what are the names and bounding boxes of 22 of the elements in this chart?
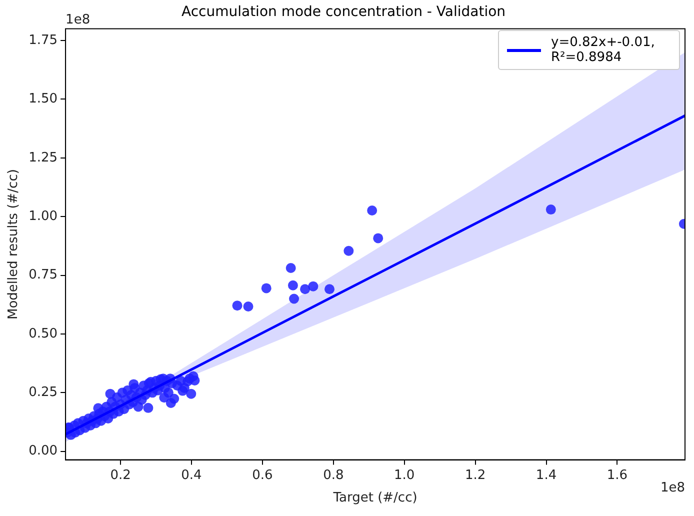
x-tick-label: 1.4 [536, 468, 557, 483]
chart-title: Accumulation mode concentration - Validation [181, 4, 506, 20]
x-tick-label: 0.4 [181, 468, 202, 483]
x-tick-label: 1.6 [606, 468, 628, 483]
text: 1e8 [660, 480, 685, 496]
x-tick-label: 0.2 [110, 468, 131, 483]
y-tick-label: 1.75 [28, 32, 58, 48]
y-tick-label: 0.25 [28, 385, 58, 400]
y-tick-label: 0.75 [28, 268, 58, 283]
x-tick-label: 0.6 [252, 468, 273, 483]
y-tick-label: 1.50 [28, 92, 58, 107]
x-tick-label: 1.0 [394, 468, 415, 483]
y-tick-label: 0.00 [28, 444, 58, 459]
y-axis-title: Modelled results (#/cc) [6, 169, 22, 320]
x-axis-title: Target (#/cc) [332, 490, 418, 506]
x-tick-label: 0.8 [323, 468, 344, 483]
x-tick-label: 1.2 [464, 468, 486, 483]
text: 1e8 [66, 12, 90, 28]
y-tick-label: 1.00 [28, 208, 58, 224]
y-tick-label: 0.50 [28, 326, 58, 342]
legend-label: y=0.82x+-0.01, R²=0.8984 [551, 35, 656, 65]
y-tick-label: 1.25 [28, 150, 58, 166]
